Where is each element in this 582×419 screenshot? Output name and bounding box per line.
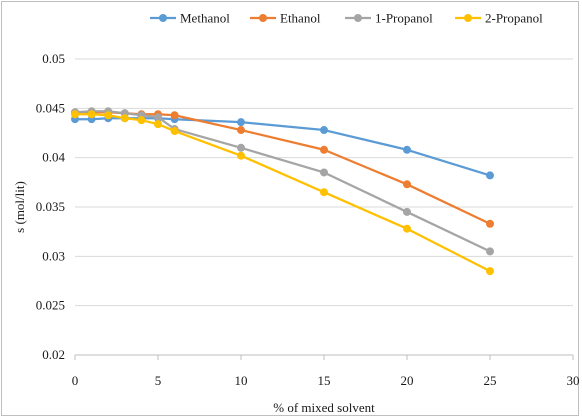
series-group	[71, 107, 494, 275]
legend-label-ethanol: Ethanol	[280, 11, 321, 26]
y-tick-label: 0.045	[36, 100, 65, 115]
data-point-ethanol	[403, 180, 411, 188]
legend-label-1-propanol: 1-Propanol	[375, 11, 433, 26]
x-axis-title: % of mixed solvent	[273, 400, 375, 415]
y-tick-label: 0.04	[42, 150, 65, 165]
y-tick-label: 0.02	[42, 347, 65, 362]
data-point-2-propanol	[154, 120, 162, 128]
legend-marker-2-propanol	[464, 14, 472, 22]
data-point-ethanol	[486, 220, 494, 228]
x-tick-label: 25	[484, 373, 497, 388]
x-tick-label: 0	[72, 373, 79, 388]
series-line-2-propanol	[75, 114, 490, 271]
y-tick-label: 0.025	[36, 298, 65, 313]
data-point-2-propanol	[171, 127, 179, 135]
data-point-2-propanol	[88, 110, 96, 118]
data-point-2-propanol	[71, 110, 79, 118]
x-tick-label: 30	[567, 373, 580, 388]
data-point-ethanol	[237, 126, 245, 134]
data-point-2-propanol	[137, 116, 145, 124]
data-point-1-propanol	[320, 168, 328, 176]
legend-marker-1-propanol	[354, 14, 362, 22]
legend-marker-methanol	[159, 14, 167, 22]
data-point-2-propanol	[121, 114, 129, 122]
data-point-1-propanol	[237, 144, 245, 152]
x-tick-label: 5	[155, 373, 162, 388]
y-tick-label: 0.03	[42, 248, 65, 263]
data-point-2-propanol	[486, 267, 494, 275]
data-point-ethanol	[320, 146, 328, 154]
series-line-methanol	[75, 118, 490, 175]
y-axis-title: s (mol/lit)	[12, 181, 27, 233]
data-point-1-propanol	[403, 208, 411, 216]
gridlines	[75, 59, 573, 306]
y-tick-label: 0.035	[36, 199, 65, 214]
data-point-2-propanol	[237, 152, 245, 160]
data-point-ethanol	[171, 111, 179, 119]
data-point-1-propanol	[154, 113, 162, 121]
legend-label-methanol: Methanol	[180, 11, 230, 26]
data-point-1-propanol	[486, 247, 494, 255]
data-point-2-propanol	[320, 188, 328, 196]
legend-marker-ethanol	[259, 14, 267, 22]
data-point-methanol	[237, 118, 245, 126]
data-point-methanol	[320, 126, 328, 134]
data-point-methanol	[486, 171, 494, 179]
data-point-methanol	[403, 146, 411, 154]
data-point-2-propanol	[104, 111, 112, 119]
x-tick-label: 15	[318, 373, 331, 388]
x-tick-label: 20	[401, 373, 414, 388]
y-tick-label: 0.05	[42, 51, 65, 66]
axes: 0.02 0.025 0.03 0.035 0.04 0.045 0.05 0 5 10 15 20 2…	[36, 51, 580, 388]
legend-label-2-propanol: 2-Propanol	[485, 11, 543, 26]
data-point-2-propanol	[403, 225, 411, 233]
x-tick-label: 10	[235, 373, 248, 388]
legend: Methanol Ethanol 1-Propanol 2-Propanol	[150, 11, 543, 26]
series-line-1-propanol	[75, 111, 490, 251]
